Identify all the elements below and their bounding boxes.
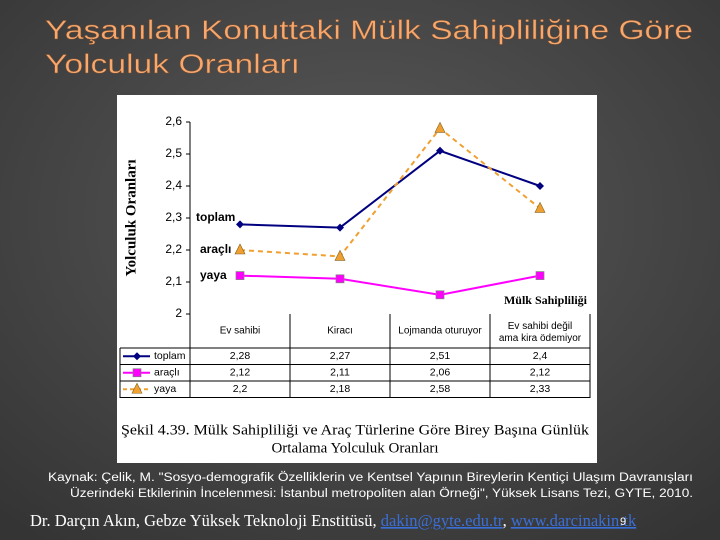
series-annotation: araçlı (200, 242, 231, 256)
legend-marker (131, 382, 143, 394)
footer: Dr. Darçın Akın, Gebze Yüksek Teknoloji … (30, 511, 637, 530)
footer-separator: , (503, 511, 511, 530)
y-tick-label: 2,1 (165, 274, 182, 288)
y-tick-label: 2,4 (165, 178, 182, 192)
marker (536, 182, 544, 190)
marker (535, 271, 545, 280)
marker (436, 146, 444, 155)
legend-marker (133, 352, 141, 361)
website-link[interactable]: www.darcinakin.tk (511, 511, 637, 530)
y-axis-label: Yolculuk Oranları (123, 159, 139, 276)
legend-marker (132, 368, 142, 378)
slide-title: Yolculuk Oranları (45, 49, 300, 79)
x-tick-label: Ev sahibi (220, 326, 261, 337)
legend-label: toplam (154, 350, 186, 362)
table-value: 2,51 (430, 350, 451, 362)
x-axis-label: Mülk Sahipliliği (504, 293, 588, 307)
series-annotation: toplam (196, 210, 235, 224)
table-value: 2,18 (330, 383, 351, 395)
table-value: 2,33 (530, 383, 551, 395)
y-tick-label: 2,2 (165, 242, 182, 256)
marker (435, 290, 445, 300)
marker (336, 223, 344, 232)
series-line (239, 126, 541, 258)
slide-title: Yaşanılan Konuttaki Mülk Sahipliliğine G… (45, 15, 693, 45)
table-value: 2,06 (430, 367, 451, 379)
y-tick-label: 2,6 (165, 114, 182, 128)
y-tick-label: 2,3 (165, 210, 182, 224)
legend-label: yaya (154, 383, 176, 395)
footer-author: Dr. Darçın Akın, Gebze Yüksek Teknoloji … (30, 511, 381, 530)
marker (334, 249, 346, 261)
marker (335, 274, 345, 284)
table-value: 2,11 (330, 367, 350, 379)
table-value: 2,58 (430, 383, 451, 395)
marker (234, 243, 246, 255)
series-annotation: yaya (200, 268, 227, 282)
caption: Şekil 4.39. Mülk Sahipliliği ve Araç Tür… (121, 422, 590, 438)
caption: Ortalama Yolculuk Oranları (271, 440, 438, 456)
table-value: 2,12 (530, 367, 551, 379)
source-text: Kaynak: Çelik, M. "Sosyo-demografik Özel… (48, 472, 693, 484)
marker (235, 271, 245, 280)
table-value: 2,28 (230, 350, 251, 362)
marker (236, 220, 244, 229)
series-line (239, 274, 541, 296)
x-tick-label: Ev sahibi değil ama kira ödemiyor (499, 321, 582, 344)
table-value: 2,2 (233, 383, 248, 395)
source-text: Üzerindeki Etkilerinin İncelenmesi: İsta… (70, 487, 693, 500)
marker (434, 121, 446, 133)
legend-label: araçlı (154, 367, 180, 379)
table-value: 2,12 (230, 367, 251, 379)
y-tick-label: 2,5 (165, 146, 182, 160)
email-link[interactable]: dakin@gyte.edu.tr (381, 511, 504, 530)
y-tick-label: 2 (175, 306, 182, 320)
page-number: 9 (620, 516, 626, 528)
x-tick-label: Kiracı (327, 326, 353, 337)
table-value: 2,27 (330, 350, 351, 362)
x-tick-label: Lojmanda oturuyor (398, 326, 482, 337)
marker (534, 201, 546, 213)
table-value: 2,4 (533, 350, 548, 362)
